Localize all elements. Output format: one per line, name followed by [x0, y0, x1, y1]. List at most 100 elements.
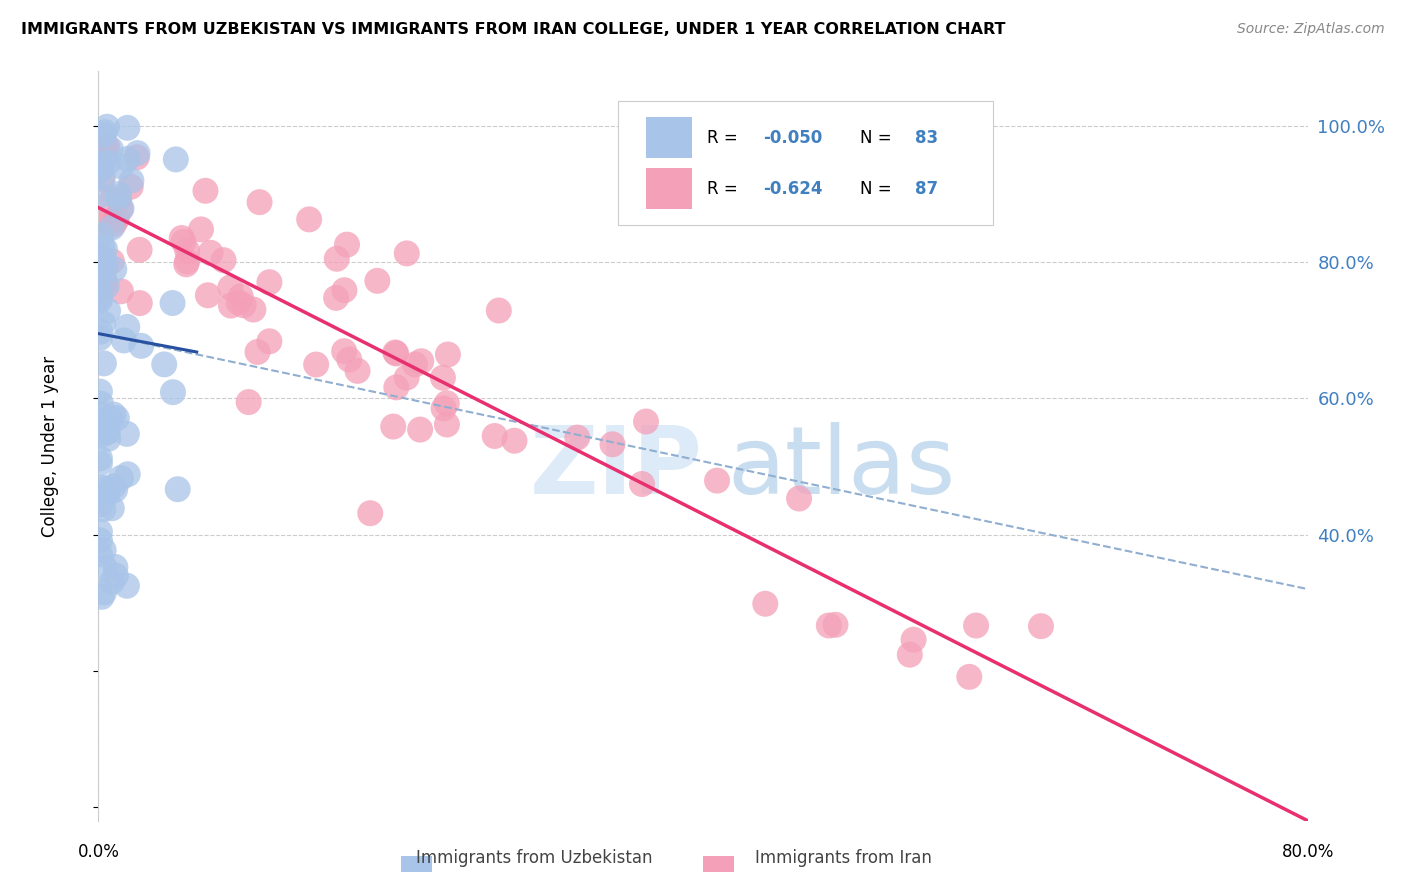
Point — [89, 291, 111, 305]
Bar — [647, 117, 692, 158]
Point — [382, 419, 405, 434]
Bar — [703, 856, 734, 872]
Point — [100, 142, 122, 156]
Point — [91, 170, 114, 185]
Point — [94, 242, 117, 256]
Text: IMMIGRANTS FROM UZBEKISTAN VS IMMIGRANTS FROM IRAN COLLEGE, UNDER 1 YEAR CORRELA: IMMIGRANTS FROM UZBEKISTAN VS IMMIGRANTS… — [21, 22, 1005, 37]
Point — [101, 254, 124, 268]
Point — [1029, 619, 1052, 633]
Point — [395, 246, 418, 260]
Point — [93, 414, 115, 428]
Point — [101, 501, 124, 516]
Point — [89, 252, 111, 267]
Point — [488, 303, 510, 318]
Point — [110, 202, 132, 216]
Point — [89, 417, 111, 432]
Point — [115, 579, 138, 593]
Point — [326, 252, 349, 266]
Text: ZIP: ZIP — [530, 423, 703, 515]
Point — [100, 193, 122, 207]
Point — [127, 146, 149, 161]
Point — [110, 202, 132, 216]
Bar — [401, 856, 432, 872]
Text: 83: 83 — [915, 128, 938, 146]
Point — [165, 153, 187, 167]
Point — [96, 120, 118, 134]
Point — [385, 380, 408, 394]
Point — [93, 426, 115, 441]
Point — [105, 212, 128, 227]
Point — [89, 188, 111, 202]
Point — [89, 524, 111, 539]
Point — [190, 222, 212, 236]
Point — [89, 451, 111, 466]
Point — [229, 289, 252, 303]
Point — [94, 275, 117, 289]
Point — [90, 397, 112, 411]
Text: atlas: atlas — [727, 423, 956, 515]
Point — [120, 179, 142, 194]
Point — [567, 431, 589, 445]
Point — [91, 172, 114, 186]
Point — [162, 385, 184, 400]
Point — [346, 364, 368, 378]
Point — [965, 618, 987, 632]
Text: N =: N = — [860, 128, 897, 146]
Point — [89, 249, 111, 263]
Point — [359, 506, 381, 520]
Point — [104, 483, 127, 497]
Point — [259, 334, 281, 349]
Point — [93, 252, 115, 266]
Point — [89, 161, 111, 176]
Point — [117, 319, 139, 334]
Point — [96, 279, 118, 293]
Point — [103, 218, 125, 232]
Point — [437, 347, 460, 361]
Point — [90, 284, 112, 298]
Point — [173, 235, 195, 249]
Point — [333, 283, 356, 297]
Point — [117, 120, 139, 135]
Text: -0.050: -0.050 — [763, 128, 823, 146]
Point — [97, 303, 120, 318]
Point — [89, 214, 111, 228]
Point — [957, 670, 980, 684]
Point — [96, 139, 118, 153]
Point — [89, 164, 111, 178]
Point — [108, 193, 131, 207]
Point — [108, 186, 131, 201]
Point — [93, 585, 115, 599]
Point — [96, 487, 118, 501]
Bar — [647, 168, 692, 210]
Point — [432, 370, 454, 384]
Point — [129, 339, 152, 353]
Point — [754, 597, 776, 611]
Point — [96, 481, 118, 495]
Point — [89, 280, 111, 294]
Text: College, Under 1 year: College, Under 1 year — [41, 355, 59, 537]
Point — [436, 417, 458, 432]
Point — [117, 467, 139, 482]
Point — [93, 356, 115, 370]
Point — [631, 477, 654, 491]
Point — [94, 560, 117, 574]
Point — [395, 370, 418, 384]
Point — [259, 275, 281, 289]
Point — [90, 153, 112, 167]
Point — [176, 244, 198, 258]
Point — [104, 560, 127, 574]
Point — [219, 280, 242, 294]
Text: N =: N = — [860, 179, 897, 198]
Point — [112, 334, 135, 348]
Point — [89, 421, 111, 435]
Point — [90, 159, 112, 173]
Text: R =: R = — [707, 128, 742, 146]
Point — [105, 411, 128, 425]
Point — [411, 354, 433, 368]
Point — [89, 252, 111, 267]
Point — [787, 491, 810, 506]
Point — [93, 258, 115, 272]
Point — [89, 293, 111, 308]
Point — [89, 163, 111, 178]
Point — [409, 423, 432, 437]
